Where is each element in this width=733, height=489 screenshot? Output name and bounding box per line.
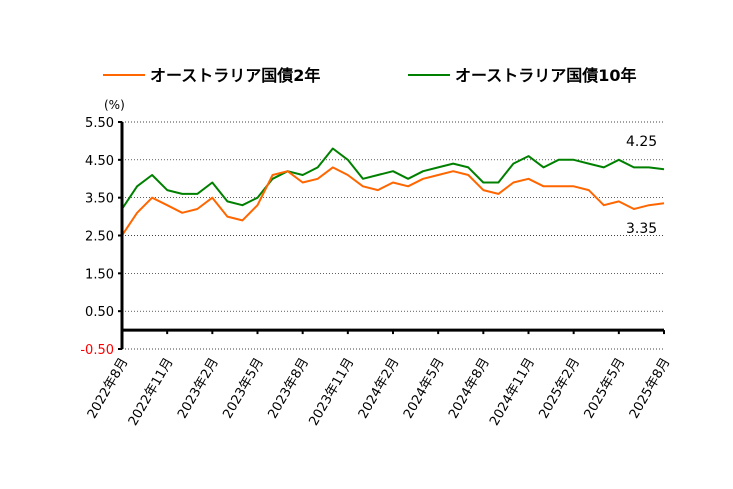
axes: [118, 121, 665, 350]
x-tick-label: 2024年5月: [401, 356, 448, 422]
end-label-series-1: 4.25: [626, 134, 657, 150]
y-tick-label: 3.50: [85, 192, 114, 207]
x-tick-label: 2023年5月: [220, 356, 267, 422]
x-tick-label: 2024年11月: [487, 356, 538, 429]
x-tick-label: 2023年11月: [306, 356, 357, 429]
series-line-1: [121, 147, 665, 210]
series-line-0: [121, 166, 665, 237]
x-tick-label: 2025年8月: [627, 356, 674, 422]
x-tick-label: 2024年8月: [446, 356, 493, 422]
legend-label-series-1: オーストラリア国債10年: [455, 66, 636, 85]
x-tick-label: 2023年8月: [265, 356, 312, 422]
y-tick-label: 4.50: [85, 154, 114, 169]
x-tick-label: 2022年8月: [85, 356, 132, 422]
y-tick-label: -0.50: [80, 343, 114, 358]
y-tick-label: 1.50: [85, 267, 114, 282]
series-layer: [121, 147, 665, 237]
x-tick-label: 2025年5月: [582, 356, 629, 422]
y-tick-label: 5.50: [85, 116, 114, 131]
y-tick-label: 2.50: [85, 230, 114, 245]
x-tick-label: 2024年2月: [356, 356, 403, 422]
legend: オーストラリア国債2年 オーストラリア国債10年: [103, 66, 636, 85]
end-labels: 4.25 3.35: [626, 134, 657, 237]
x-tick-labels: 2022年8月2022年11月2023年2月2023年5月2023年8月2023…: [85, 356, 674, 429]
end-label-series-0: 3.35: [626, 221, 657, 237]
y-tick-labels: 5.50 4.50 3.50 2.50 1.50 0.50 -0.50: [80, 116, 114, 358]
x-tick-label: 2022年11月: [126, 356, 177, 429]
grid-lines: [122, 121, 664, 350]
x-tick-label: 2025年2月: [536, 356, 583, 422]
legend-label-series-0: オーストラリア国債2年: [150, 66, 320, 85]
y-axis-unit-label: (%): [104, 98, 125, 112]
y-tick-label: 0.50: [85, 305, 114, 320]
x-tick-label: 2023年2月: [175, 356, 222, 422]
